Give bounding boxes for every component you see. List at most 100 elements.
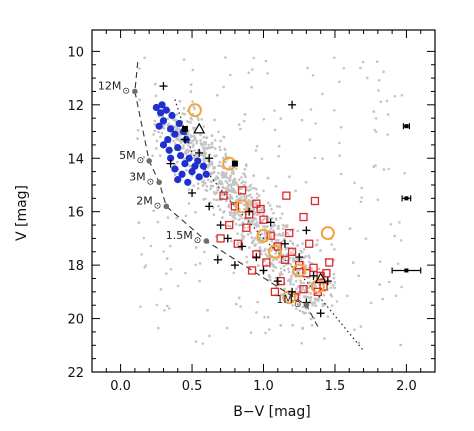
field-star-point: [153, 119, 157, 123]
field-star-point: [149, 244, 153, 248]
field-star-point: [249, 231, 253, 235]
orange-circle-point: [235, 199, 250, 214]
field-star-point: [234, 191, 238, 194]
field-star-point: [207, 143, 210, 147]
red-square-point: [237, 186, 247, 195]
blue-star-point: [174, 143, 182, 152]
field-star-point: [254, 217, 258, 221]
field-star-point: [187, 144, 190, 147]
orange-circle-point: [292, 263, 307, 278]
field-star-point: [272, 263, 275, 267]
field-star-point: [290, 274, 293, 278]
field-star-point: [333, 286, 336, 290]
field-star-point: [210, 163, 214, 166]
blue-star-point: [155, 122, 163, 130]
field-star-point: [239, 201, 243, 205]
field-star-point: [321, 302, 325, 306]
field-star-point: [137, 221, 141, 224]
field-star-point: [191, 68, 195, 72]
field-star-point: [193, 138, 196, 141]
field-star-point: [233, 177, 237, 181]
y-tick-label: 12: [67, 99, 84, 114]
field-star-point: [231, 187, 234, 191]
field-star-point: [281, 212, 284, 216]
field-star-point: [195, 139, 199, 143]
field-star-point: [204, 197, 207, 201]
field-star-point: [245, 194, 248, 198]
field-star-point: [239, 305, 242, 308]
red-square-point: [285, 228, 294, 238]
field-star-point: [252, 174, 255, 177]
field-star-point: [223, 147, 226, 151]
field-star-point: [239, 247, 242, 250]
field-star-point: [304, 254, 308, 258]
field-star-point: [166, 117, 169, 120]
field-star-point: [289, 282, 292, 286]
field-star-point: [282, 265, 286, 268]
plus-marker-point: [238, 242, 247, 251]
track-mass-point: [303, 302, 310, 309]
field-star-point: [225, 171, 228, 175]
field-star-point: [396, 262, 400, 266]
triangle-point: [314, 272, 327, 284]
field-star-point: [212, 165, 216, 169]
field-star-point: [262, 225, 265, 228]
field-star-point: [393, 234, 397, 238]
field-star-point: [255, 213, 259, 217]
field-star-point: [202, 135, 205, 139]
blue-star-point: [184, 178, 192, 186]
field-star-point: [360, 196, 364, 199]
field-star-point: [207, 146, 211, 150]
red-square-point: [219, 191, 228, 200]
field-star-point: [272, 229, 275, 232]
field-star-point: [257, 264, 260, 267]
field-star-point: [292, 283, 295, 286]
field-star-point: [253, 186, 256, 190]
field-star-point: [243, 113, 247, 116]
evolutionary-track-top-segment: [134, 62, 139, 92]
field-star-point: [240, 196, 243, 199]
field-star-point: [359, 200, 363, 204]
field-star-point: [314, 304, 318, 307]
x-tick-label: 1.5: [325, 379, 346, 394]
solar-mass-symbol: ⊙: [294, 300, 302, 310]
field-star-point: [192, 105, 196, 109]
field-star-point: [266, 176, 270, 180]
field-star-point: [315, 298, 319, 301]
field-star-point: [229, 165, 232, 168]
y-tick-label: 20: [67, 313, 84, 328]
field-star-point: [192, 184, 195, 187]
blue-star-point: [199, 162, 208, 170]
field-star-point: [176, 284, 180, 288]
field-star-point: [282, 239, 285, 243]
red-square-point: [233, 239, 242, 248]
field-star-point: [387, 280, 391, 284]
field-star-point: [294, 189, 298, 193]
blue-star-point: [152, 103, 160, 112]
field-star-point: [168, 307, 171, 310]
field-star-point: [182, 107, 186, 110]
field-star-point: [287, 270, 291, 274]
field-star-point: [266, 225, 269, 228]
field-star-point: [201, 143, 205, 146]
orange-circle-point: [256, 228, 271, 243]
field-star-point: [235, 195, 238, 198]
field-star-point: [310, 324, 314, 327]
field-star-point: [264, 331, 267, 335]
field-star-point: [254, 149, 258, 152]
field-star-point: [233, 182, 236, 186]
field-star-point: [157, 130, 160, 134]
field-star-point: [284, 248, 287, 251]
field-star-point: [232, 271, 236, 275]
field-star-point: [247, 194, 250, 198]
field-star-point: [228, 179, 231, 182]
field-star-point: [202, 146, 206, 150]
field-star-point: [309, 317, 313, 321]
plus-marker-point: [288, 100, 297, 109]
field-star-point: [280, 293, 283, 296]
field-star-point: [203, 150, 207, 154]
field-star-point: [138, 98, 141, 102]
field-star-point: [165, 257, 169, 260]
field-star-point: [273, 128, 277, 132]
field-star-point: [138, 67, 141, 70]
